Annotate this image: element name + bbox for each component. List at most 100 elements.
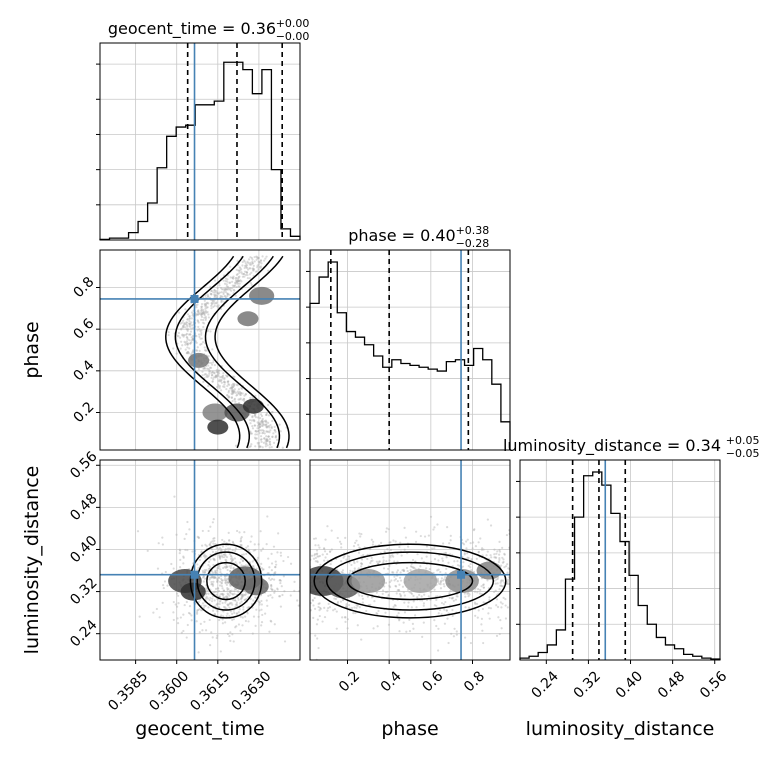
sample-point: [182, 334, 185, 337]
x-tick-label: 0.40: [613, 668, 646, 701]
sample-point: [381, 589, 385, 592]
sample-point: [249, 432, 253, 435]
sample-point: [412, 566, 415, 569]
sample-point: [258, 426, 261, 429]
sample-point: [216, 566, 219, 569]
sample-point: [500, 579, 503, 582]
sample-point: [405, 566, 409, 570]
sample-point: [490, 556, 493, 559]
sample-point: [261, 255, 264, 258]
sample-point: [249, 445, 252, 448]
sample-point: [213, 599, 216, 602]
contour-line: [206, 561, 246, 601]
sample-point: [247, 605, 251, 609]
contour-line: [325, 551, 495, 611]
sample-point: [268, 566, 271, 569]
sample-point: [269, 619, 272, 622]
sample-point: [495, 598, 499, 601]
sample-point: [427, 595, 430, 598]
x-tick-label: 0.56: [697, 668, 730, 701]
sample-point: [208, 366, 212, 369]
sample-point: [293, 589, 296, 592]
panel-title-sub: −0.00: [276, 30, 310, 43]
sample-point: [312, 557, 316, 560]
sample-point: [198, 328, 201, 331]
truth-marker: [190, 570, 199, 579]
sample-point: [204, 303, 208, 306]
sample-point: [243, 615, 247, 618]
contour-line: [313, 543, 507, 619]
sample-point: [178, 548, 181, 551]
sample-point: [443, 608, 446, 611]
sample-point: [214, 374, 217, 377]
sample-point: [196, 319, 199, 322]
sample-point: [353, 561, 356, 565]
sample-point: [242, 593, 245, 596]
sample-point: [262, 429, 265, 433]
sample-point: [204, 305, 207, 308]
sample-point: [265, 442, 268, 445]
sample-point: [229, 566, 233, 570]
sample-point: [282, 559, 285, 563]
sample-point: [394, 604, 397, 607]
sample-point: [237, 276, 240, 279]
sample-point: [219, 593, 222, 596]
sample-point: [207, 316, 210, 319]
sample-point: [239, 539, 243, 542]
sample-point: [231, 390, 234, 393]
sample-point: [228, 539, 231, 542]
sample-point: [462, 543, 466, 546]
sample-point: [200, 550, 203, 553]
sample-point: [206, 310, 209, 314]
sample-point: [257, 422, 260, 425]
hist-panel-phase: phase = 0.40 +0.38−0.28: [306, 224, 511, 451]
sample-point: [230, 601, 233, 605]
sample-point: [480, 585, 483, 588]
sample-point: [203, 620, 206, 623]
sample-point: [444, 572, 447, 575]
sample-point: [264, 612, 267, 615]
sample-point: [230, 387, 234, 391]
sample-point: [217, 371, 220, 374]
sample-point: [195, 349, 199, 352]
sample-point: [384, 581, 388, 584]
sample-point: [504, 597, 507, 601]
sample-point: [443, 622, 447, 625]
sample-point: [190, 327, 193, 330]
sample-point: [396, 614, 399, 617]
sample-point: [238, 561, 242, 564]
sample-point: [323, 615, 327, 619]
sample-point: [487, 587, 491, 590]
sample-point: [226, 374, 229, 378]
sample-point: [238, 282, 241, 285]
sample-point: [223, 294, 226, 298]
sample-point: [222, 596, 225, 599]
panel-contents: [310, 460, 510, 660]
sample-point: [401, 569, 404, 572]
sample-point: [501, 602, 504, 605]
sample-point: [385, 527, 388, 530]
sample-point: [235, 625, 238, 628]
sample-point: [164, 570, 167, 574]
sample-point: [218, 380, 221, 383]
sample-point: [289, 594, 292, 597]
sample-point: [461, 565, 465, 568]
sample-point: [211, 299, 214, 302]
sample-point: [232, 541, 235, 545]
sample-point: [251, 267, 254, 270]
sample-point: [254, 437, 257, 440]
sample-point: [200, 311, 203, 314]
sample-point: [268, 442, 271, 446]
sample-point: [436, 581, 439, 584]
sample-point: [494, 582, 497, 585]
sample-point: [297, 604, 300, 607]
sample-point: [220, 582, 223, 585]
sample-point: [250, 419, 254, 422]
sample-point: [184, 341, 187, 344]
sample-point: [258, 423, 261, 426]
sample-point: [216, 385, 219, 389]
sample-point: [258, 609, 261, 612]
sample-point: [252, 599, 255, 602]
sample-point: [204, 315, 207, 319]
sample-point: [455, 595, 458, 598]
